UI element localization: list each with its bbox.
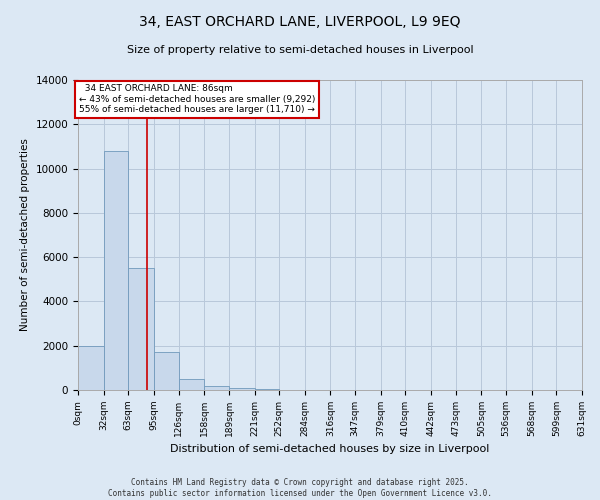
Bar bbox=[204, 386, 229, 390]
Bar bbox=[128, 268, 154, 390]
Bar bbox=[154, 352, 179, 390]
Bar bbox=[254, 388, 279, 390]
Text: Contains HM Land Registry data © Crown copyright and database right 2025.
Contai: Contains HM Land Registry data © Crown c… bbox=[108, 478, 492, 498]
X-axis label: Distribution of semi-detached houses by size in Liverpool: Distribution of semi-detached houses by … bbox=[170, 444, 490, 454]
Text: 34, EAST ORCHARD LANE, LIVERPOOL, L9 9EQ: 34, EAST ORCHARD LANE, LIVERPOOL, L9 9EQ bbox=[139, 15, 461, 29]
Bar bbox=[78, 346, 104, 390]
Bar bbox=[179, 379, 204, 390]
Text: Size of property relative to semi-detached houses in Liverpool: Size of property relative to semi-detach… bbox=[127, 45, 473, 55]
Bar bbox=[104, 151, 128, 390]
Text: 34 EAST ORCHARD LANE: 86sqm
← 43% of semi-detached houses are smaller (9,292)
55: 34 EAST ORCHARD LANE: 86sqm ← 43% of sem… bbox=[79, 84, 315, 114]
Bar bbox=[229, 388, 254, 390]
Y-axis label: Number of semi-detached properties: Number of semi-detached properties bbox=[20, 138, 30, 332]
